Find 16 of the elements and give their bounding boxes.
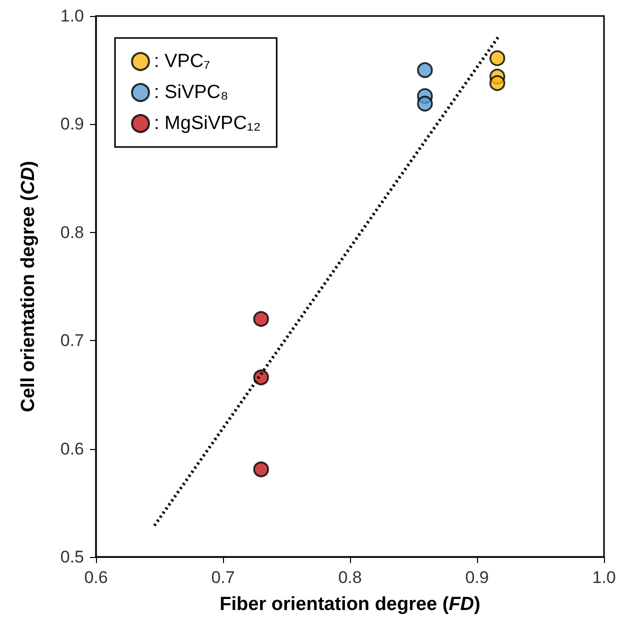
y-tick-label: 0.7	[60, 331, 84, 350]
y-tick-label: 1.0	[60, 6, 84, 26]
legend-label: : VPC₇	[154, 51, 210, 72]
x-tick-label: 0.6	[84, 568, 108, 587]
legend-label: : SiVPC₈	[154, 82, 228, 103]
x-axis-title: Fiber orientation degree (FD)	[220, 594, 480, 615]
y-axis-title: Cell orientation degree (CD)	[18, 160, 39, 412]
legend-label: : MgSiVPC₁₂	[154, 113, 261, 134]
y-tick-label: 0.9	[60, 114, 84, 134]
x-tick-label: 0.8	[338, 568, 362, 587]
x-tick-label: 0.9	[465, 568, 489, 587]
y-tick-label: 0.8	[60, 222, 84, 242]
y-tick-label: 0.5	[60, 548, 84, 566]
x-tick-label: 1.0	[592, 568, 616, 587]
y-tick-label: 0.6	[60, 439, 84, 458]
x-tick-label: 0.7	[211, 568, 235, 587]
